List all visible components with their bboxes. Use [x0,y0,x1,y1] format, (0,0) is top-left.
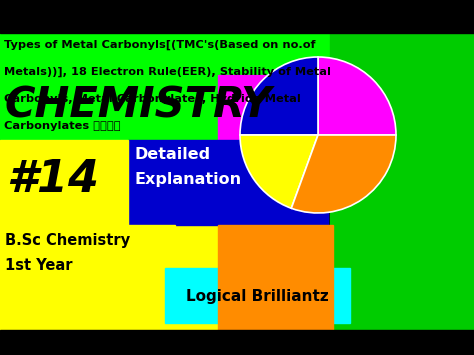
Bar [0,0,474,33]
Text: B.Sc Chemistry: B.Sc Chemistry [5,233,130,248]
Bar [0,140,128,225]
Bar [0,330,474,355]
Bar [0,33,474,155]
Wedge shape [240,135,318,208]
Text: Carbonylates 🔥🔥🔥🔥: Carbonylates 🔥🔥🔥🔥 [4,121,120,131]
Text: Carbonyls, Metal Carbonylates, Hydrido Metal: Carbonyls, Metal Carbonylates, Hydrido M… [4,94,301,104]
Text: Metals))], 18 Electron Rule(EER), Stability of Metal: Metals))], 18 Electron Rule(EER), Stabil… [4,67,331,77]
Text: Types of Metal Carbonyls[(TMC's(Based on no.of: Types of Metal Carbonyls[(TMC's(Based on… [4,40,316,50]
Bar [218,225,333,330]
Text: Explanation: Explanation [135,172,242,187]
Text: Logical Brilliantz: Logical Brilliantz [186,289,328,304]
Bar [165,268,350,323]
Bar [0,225,175,330]
Wedge shape [292,135,396,213]
Wedge shape [240,57,318,135]
Wedge shape [318,57,396,135]
Text: Detailed: Detailed [135,147,211,162]
Bar [0,155,315,330]
Bar [218,75,283,145]
Bar [128,140,328,225]
Bar [330,33,474,330]
Text: 1st Year: 1st Year [5,258,73,273]
Text: CHEMISTRY: CHEMISTRY [4,85,271,127]
Text: #14: #14 [6,158,99,201]
